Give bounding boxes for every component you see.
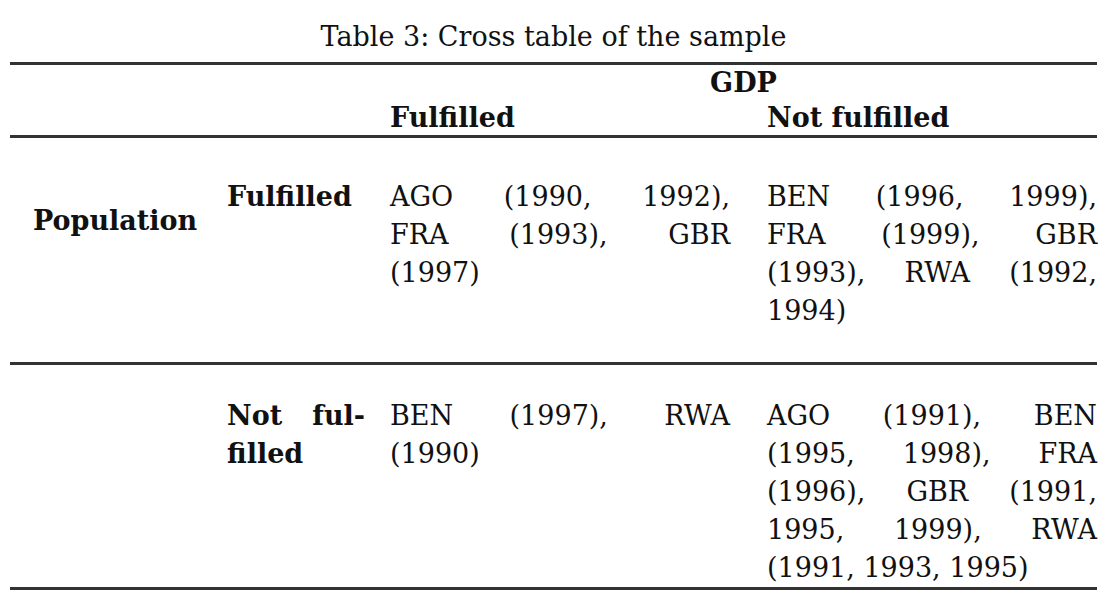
cell-line: AGO (1991), BEN xyxy=(767,397,1097,435)
cell-line: (1990) xyxy=(390,435,730,473)
cell-line: (1997) xyxy=(390,254,730,292)
column-header-fulfilled: Fulfilled xyxy=(390,101,767,135)
gdp-group-header: GDP xyxy=(390,65,1097,101)
cell-line: Not ful- xyxy=(227,397,365,435)
cell-line: (1996), GBR (1991, xyxy=(767,473,1097,511)
row-group-header-population: Population xyxy=(33,178,227,240)
table-caption: Table 3: Cross table of the sample xyxy=(10,0,1097,62)
row-group-header-cell-empty xyxy=(10,397,227,587)
cell-line: FRA (1993), GBR xyxy=(390,216,730,254)
cell-line: FRA (1999), GBR xyxy=(767,216,1097,254)
row-group-header-cell: Population xyxy=(10,178,227,362)
cell-line: 1994) xyxy=(767,292,1097,330)
cell-line: BEN (1997), RWA xyxy=(390,397,730,435)
cell-line: Fulfilled xyxy=(227,178,365,216)
table-row-population-fulfilled: Population Fulfilled AGO (1990, 1992),FR… xyxy=(10,138,1097,365)
cell-pop-not-fulfilled-gdp-fulfilled: BEN (1997), RWA(1990) xyxy=(390,397,767,587)
cell-pop-fulfilled-gdp-fulfilled: AGO (1990, 1992),FRA (1993), GBR(1997) xyxy=(390,178,767,362)
cell-line: filled xyxy=(227,435,365,473)
cell-line: (1991, 1993, 1995) xyxy=(767,549,1097,587)
cell-line: (1995, 1998), FRA xyxy=(767,435,1097,473)
table-header: GDP Fulfilled Not fulfilled xyxy=(10,62,1097,138)
column-header-not-fulfilled: Not fulfilled xyxy=(767,101,1097,135)
cell-line: 1995, 1999), RWA xyxy=(767,511,1097,549)
cross-table: GDP Fulfilled Not fulfilled Population F… xyxy=(10,62,1097,590)
cell-pop-not-fulfilled-gdp-not-fulfilled: AGO (1991), BEN(1995, 1998), FRA(1996), … xyxy=(767,397,1097,587)
row-label-fulfilled: Fulfilled xyxy=(227,178,390,362)
cell-line: (1993), RWA (1992, xyxy=(767,254,1097,292)
table-row-population-not-fulfilled: Not ful-filled BEN (1997), RWA(1990) AGO… xyxy=(10,365,1097,590)
cell-line: BEN (1996, 1999), xyxy=(767,178,1097,216)
page: { "caption": "Table 3: Cross table of th… xyxy=(0,0,1114,614)
row-label-not-fulfilled: Not ful-filled xyxy=(227,397,390,587)
cell-line: AGO (1990, 1992), xyxy=(390,178,730,216)
cell-pop-fulfilled-gdp-not-fulfilled: BEN (1996, 1999),FRA (1999), GBR(1993), … xyxy=(767,178,1097,362)
